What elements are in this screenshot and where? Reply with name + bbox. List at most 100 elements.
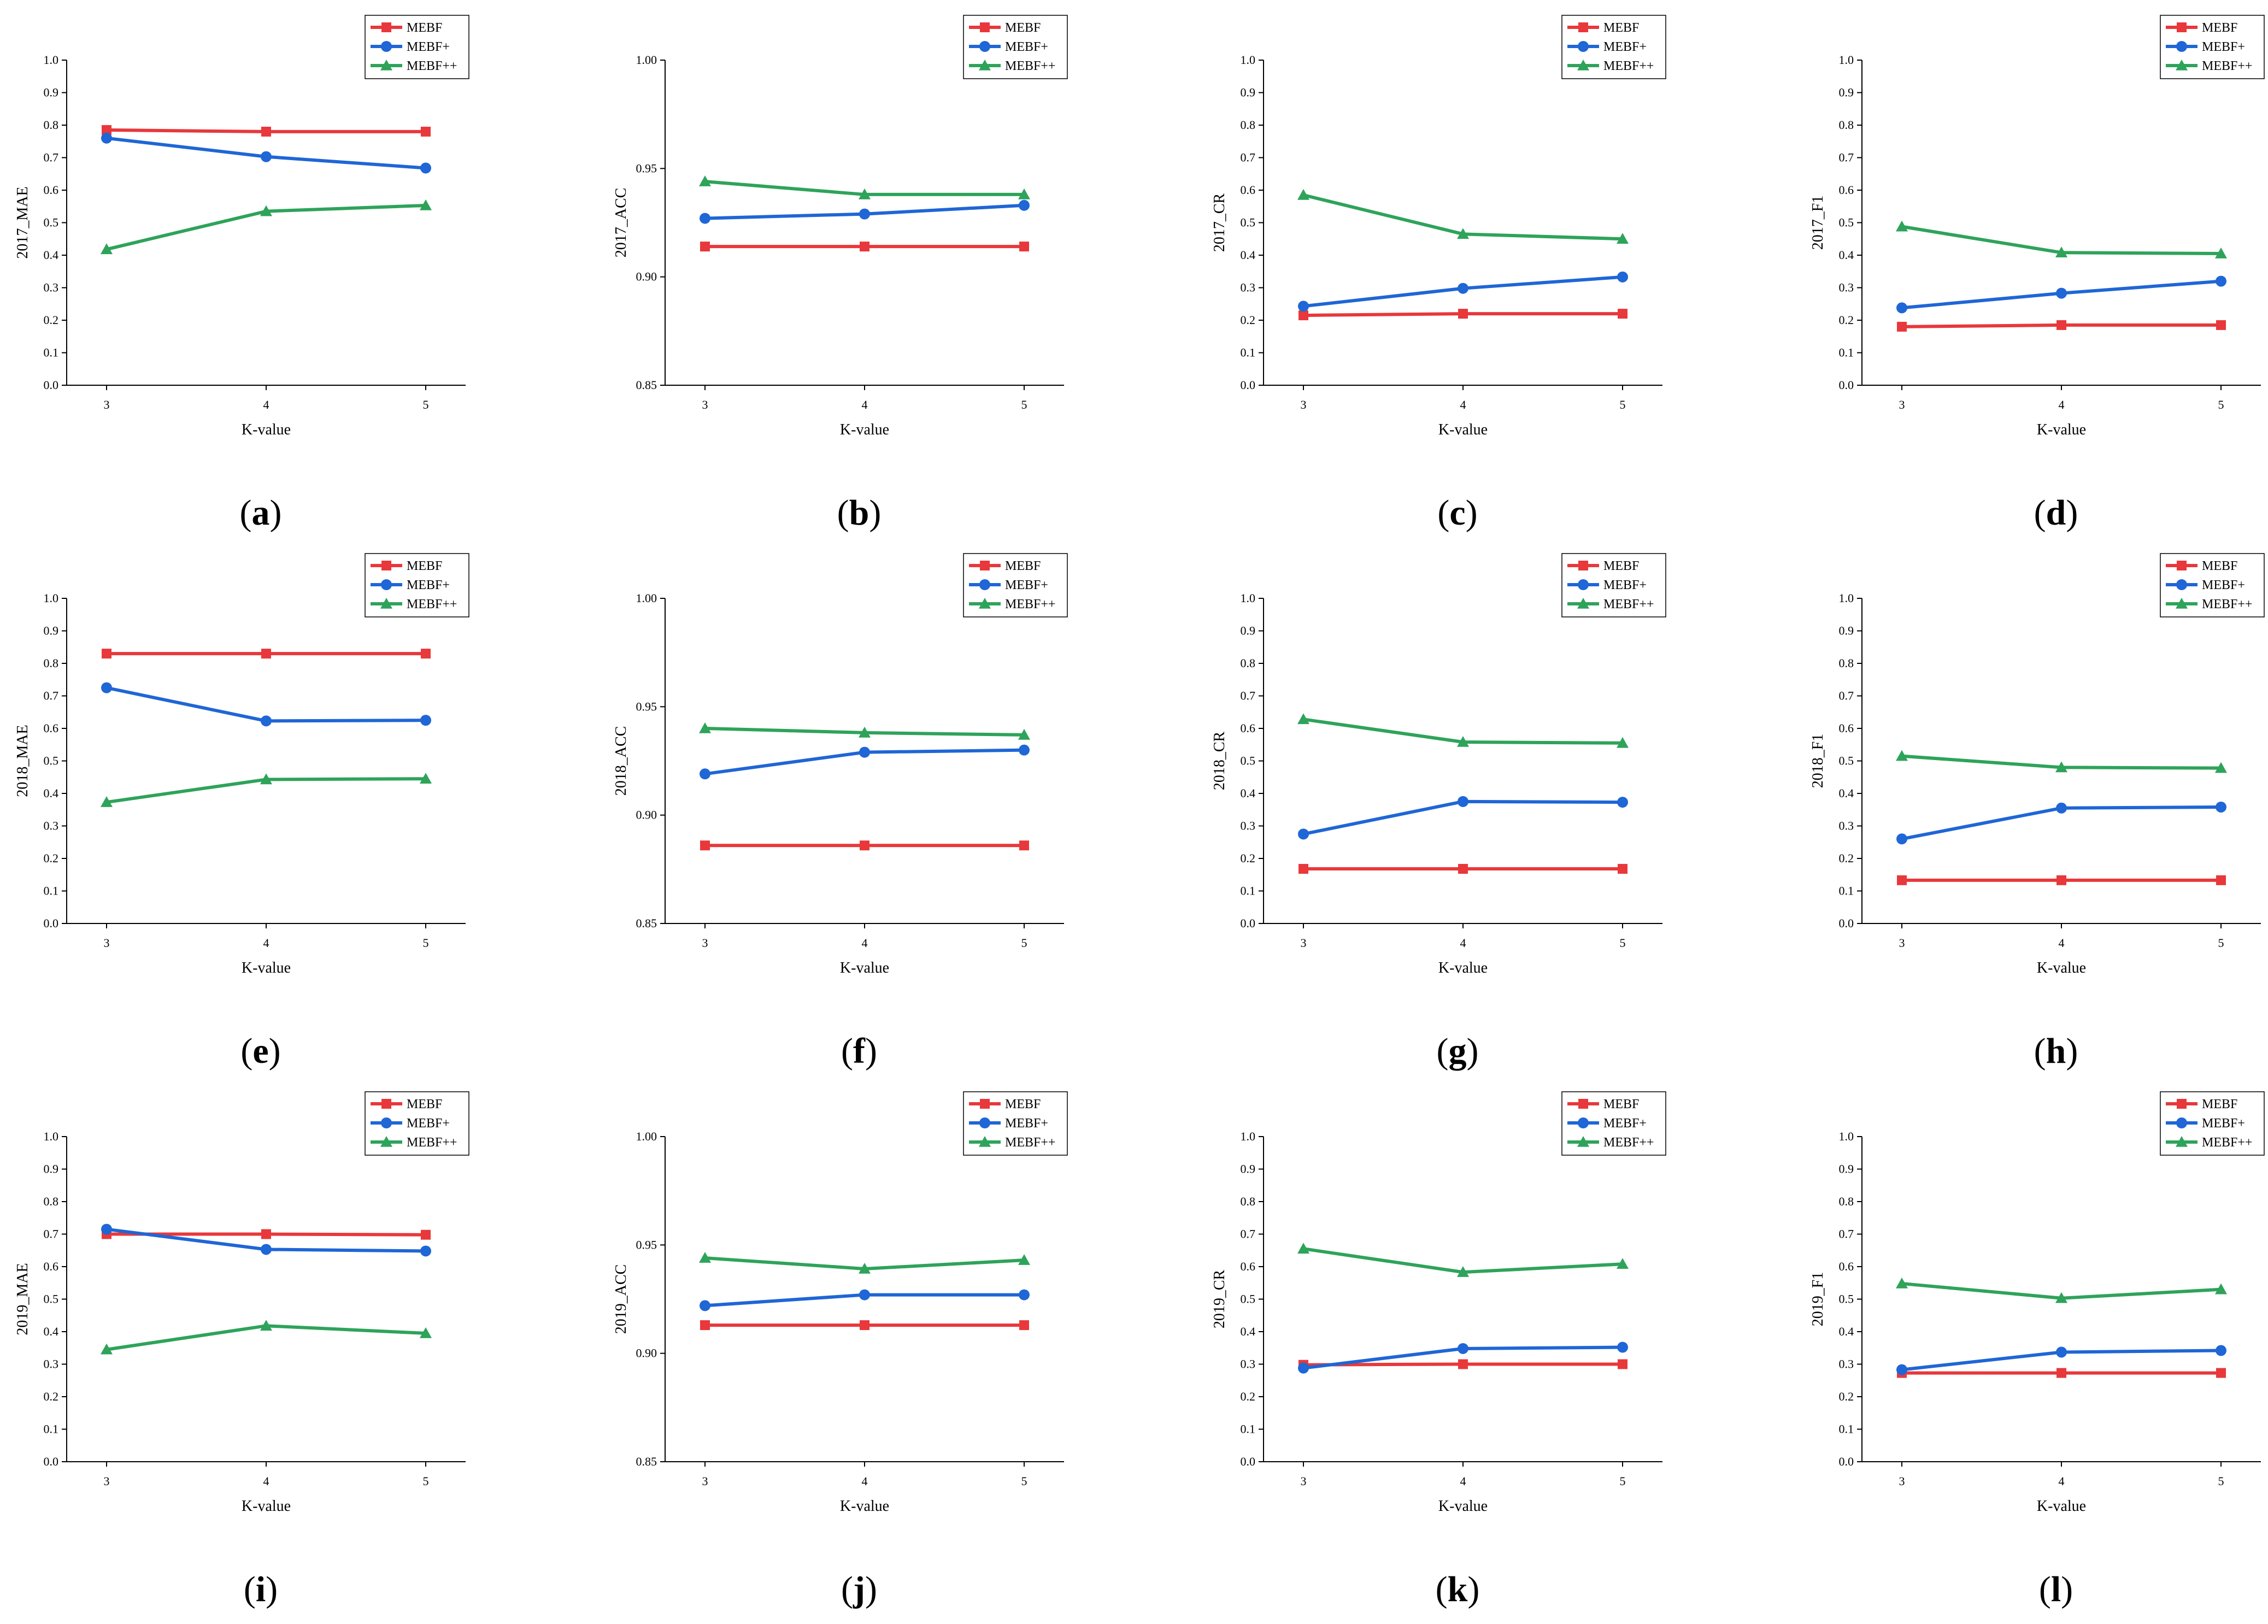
y-tick-label: 0.0: [44, 378, 59, 392]
x-tick-label: 4: [1460, 1474, 1466, 1488]
data-point: [1019, 840, 1029, 851]
data-point: [2055, 246, 2067, 258]
y-tick-label: 0.3: [1241, 819, 1256, 833]
data-point: [102, 649, 111, 659]
data-point: [1019, 1289, 1030, 1301]
legend-swatch-marker: [980, 561, 990, 570]
x-tick-label: 5: [1021, 398, 1027, 411]
y-tick-label: 0.6: [1241, 183, 1256, 197]
x-tick-label: 3: [104, 1474, 110, 1488]
data-point: [421, 1229, 431, 1240]
legend-swatch-marker: [380, 60, 392, 70]
y-tick-label: 1.0: [1241, 53, 1256, 67]
y-axis-label: 2019_F1: [1809, 1272, 1826, 1327]
data-point: [1458, 796, 1468, 807]
y-tick-label: 0.3: [1241, 1357, 1256, 1371]
y-tick-label: 0.85: [636, 1455, 657, 1468]
x-tick-label: 5: [1620, 398, 1626, 411]
caption-letter: j: [853, 1569, 865, 1609]
data-point: [1458, 1343, 1468, 1354]
legend-label: MEBF: [1603, 21, 1639, 35]
data-point: [101, 243, 113, 255]
y-tick-label: 0.1: [1839, 1422, 1854, 1436]
y-tick-label: 0.3: [1839, 281, 1854, 295]
data-point: [101, 132, 112, 144]
legend-swatch-marker: [380, 598, 392, 609]
data-point: [1896, 1277, 1908, 1288]
legend-label: MEBF+: [1603, 578, 1647, 592]
data-point: [101, 1343, 113, 1355]
data-point: [1618, 864, 1627, 874]
legend-swatch-marker: [2176, 579, 2187, 590]
data-point: [261, 126, 271, 137]
data-point: [261, 715, 272, 727]
legend-swatch-marker: [381, 41, 392, 52]
y-tick-label: 1.00: [636, 1129, 657, 1143]
y-tick-label: 0.5: [1839, 1292, 1854, 1306]
y-tick-label: 0.95: [636, 699, 657, 713]
legend-label: MEBF+: [407, 578, 450, 592]
y-tick-label: 1.0: [1839, 1129, 1854, 1143]
y-tick-label: 0.6: [44, 183, 59, 197]
y-tick-label: 0.1: [44, 1422, 59, 1436]
y-tick-label: 0.1: [1839, 884, 1854, 898]
panel-caption: (e): [240, 1031, 280, 1071]
data-point: [420, 773, 432, 784]
x-axis-label: K-value: [2037, 960, 2086, 976]
legend-label: MEBF: [1005, 559, 1041, 573]
y-tick-label: 1.0: [1241, 1129, 1256, 1143]
panel-caption: (f): [841, 1031, 877, 1071]
y-tick-label: 0.7: [44, 151, 59, 164]
y-tick-label: 1.0: [44, 53, 59, 67]
y-tick-label: 0.2: [1241, 1390, 1256, 1403]
y-tick-label: 0.5: [44, 1292, 59, 1306]
y-tick-label: 0.7: [44, 1227, 59, 1241]
data-point: [1298, 310, 1308, 321]
legend-label: MEBF+: [1603, 1116, 1647, 1131]
caption-close-paren: ): [2061, 1569, 2073, 1609]
panel-caption: (b): [837, 493, 882, 533]
legend-swatch-marker: [2176, 1117, 2187, 1128]
x-tick-label: 4: [263, 398, 269, 411]
y-tick-label: 0.7: [1241, 1227, 1256, 1241]
data-point: [860, 242, 869, 252]
data-point: [1018, 188, 1030, 199]
y-tick-label: 0.7: [1241, 151, 1256, 164]
y-tick-label: 0.1: [1241, 346, 1256, 360]
y-tick-label: 0.9: [44, 1162, 59, 1176]
legend-label: MEBF: [407, 21, 442, 35]
legend-swatch-marker: [979, 579, 990, 590]
data-point: [1458, 864, 1468, 874]
caption-close-paren: ): [270, 493, 282, 533]
chart-panel-c: 0.0 0.1 0.2 0.3 0.4 0.5 0.6 0.7 0.8 0.9 1.0 3 4 5 K-va…: [1211, 15, 1666, 533]
y-tick-label: 0.2: [1839, 313, 1854, 327]
data-point: [1896, 220, 1908, 232]
y-tick-label: 0.2: [1241, 851, 1256, 865]
chart-panel-f: 0.85 0.90 0.95 1.00 3 4 5 K-value 2018_ACC MEBF ME…: [613, 553, 1068, 1071]
y-tick-label: 0.95: [636, 1238, 657, 1251]
chart-panel-g: 0.0 0.1 0.2 0.3 0.4 0.5 0.6 0.7 0.8 0.9 1.0 3 4 5 K-va…: [1211, 553, 1666, 1071]
legend-swatch-marker: [979, 598, 991, 609]
y-tick-label: 0.8: [1839, 1195, 1854, 1208]
x-tick-label: 5: [423, 936, 429, 950]
caption-close-paren: ): [865, 1031, 877, 1071]
x-tick-label: 5: [2218, 398, 2224, 411]
legend-label: MEBF+: [407, 1116, 450, 1131]
data-point: [421, 126, 431, 137]
data-point: [420, 199, 432, 210]
x-axis-label: K-value: [2037, 421, 2086, 438]
y-tick-label: 0.2: [1839, 851, 1854, 865]
caption-letter: b: [849, 493, 869, 533]
data-point: [1297, 189, 1309, 200]
y-tick-label: 0.5: [1839, 216, 1854, 230]
chart-panel-d: 0.0 0.1 0.2 0.3 0.4 0.5 0.6 0.7 0.8 0.9 1.0 3 4 5 K-va…: [1809, 15, 2265, 533]
data-point: [700, 1320, 710, 1331]
x-axis-label: K-value: [840, 960, 889, 976]
data-point: [101, 796, 113, 807]
y-tick-label: 0.90: [636, 1346, 657, 1360]
legend-label: MEBF+: [2202, 40, 2245, 54]
y-tick-label: 0.3: [1839, 819, 1854, 833]
panel-caption: (a): [240, 493, 282, 533]
legend-swatch-marker: [2176, 598, 2188, 609]
